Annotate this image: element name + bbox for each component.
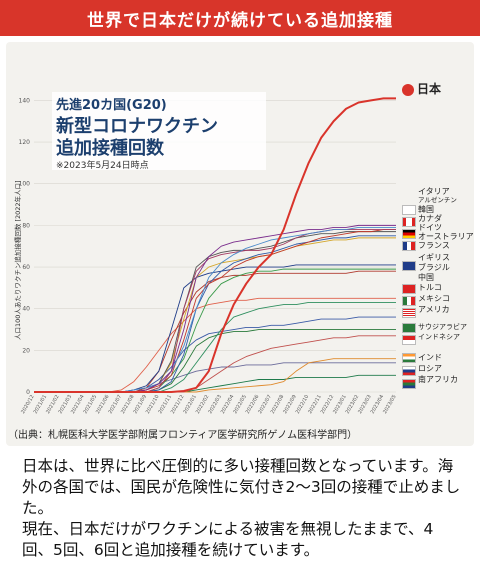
series-line-メキシコ (34, 301, 396, 393)
legend-item: サウジアラビア (418, 323, 467, 331)
legend-item: 南アフリカ (418, 375, 458, 384)
source-citation: （出典：札幌医科大学医学部附属フロンティア医学研究所ゲノム医科学部門） (8, 430, 358, 441)
series-line-ブラジル (34, 268, 396, 393)
legend-group3: トルコ メキシコ アメリカ (418, 282, 450, 315)
legend-item: ドイツ (418, 223, 442, 232)
india-flag-icon (402, 353, 416, 363)
legend-item: ブラジル (418, 263, 450, 272)
series-line-イギリス (34, 264, 396, 393)
y-tick-label: 100 (19, 181, 31, 188)
legend-group2: イギリス ブラジル 中国 (418, 253, 450, 283)
legend-item: イタリア (418, 187, 450, 196)
series-line-トルコ (34, 297, 396, 393)
series-line-サウジアラビア (34, 329, 396, 393)
y-axis-label: 人口100人あたりワクチン追加接種回数 [2022年人口] (14, 180, 22, 340)
body-paragraph-1: 日本は、世界に比べ圧倒的に多い接種回数となっています。海外の各国では、国民が危険… (22, 457, 461, 517)
series-line-フランス (34, 237, 396, 393)
russia-flag-icon (402, 366, 416, 376)
legend-item: 中国 (418, 273, 434, 282)
legend-item: イギリス (418, 253, 450, 262)
series-line-インドネシア (34, 335, 396, 393)
uk-flag-icon (402, 261, 416, 271)
chart-title-card (52, 92, 266, 170)
legend-group5: インド ロシア 南アフリカ (418, 352, 458, 385)
y-tick-label: 20 (22, 347, 30, 354)
legend-item: ロシア (418, 364, 442, 373)
france-flag-icon (402, 241, 416, 251)
y-tick-label: 40 (22, 306, 30, 313)
saudi-flag-icon (402, 323, 416, 333)
south-africa-flag-icon (402, 379, 416, 389)
korea-flag-icon (402, 205, 416, 215)
body-paragraph-2: 現在、日本だけがワクチンによる被害を無視したままで、4回、5回、6回と追加接種を… (22, 520, 434, 559)
legend-group1: イタリア アルゼンチン 韓国 カナダ ドイツ オーストラリア フランス (418, 187, 474, 250)
series-line-オーストラリア (34, 235, 396, 393)
flag-stack-1 (402, 205, 418, 251)
usa-flag-icon (402, 308, 416, 318)
turkey-flag-icon (402, 284, 416, 294)
series-line-中国 (34, 270, 396, 393)
legend-item: トルコ (418, 283, 442, 292)
legend-item: フランス (418, 241, 450, 250)
legend-item: メキシコ (418, 294, 450, 303)
legend-item: アルゼンチン (418, 196, 457, 204)
chart-subtitle-line2: 追加接種回数 (56, 138, 164, 159)
indonesia-flag-icon (402, 335, 416, 345)
legend-item: オーストラリア (418, 232, 474, 241)
chart-subtitle-line1: 新型コロナワクチン (56, 116, 218, 137)
series-line-アルゼンチン (34, 227, 396, 393)
canada-flag-icon (402, 217, 416, 227)
legend-item: インド (418, 353, 442, 362)
legend-item: カナダ (418, 214, 442, 223)
legend-item: インドネシア (418, 333, 460, 341)
legend-item: アメリカ (418, 305, 450, 314)
body-text: 日本は、世界に比べ圧倒的に多い接種回数となっています。海外の各国では、国民が危険… (22, 456, 462, 561)
banner-title: 世界で日本だけが続けている追加接種 (0, 0, 480, 36)
legend-group4: サウジアラビア インドネシア (418, 322, 467, 342)
flag-stack-5 (402, 353, 418, 389)
y-tick-label: 120 (19, 139, 31, 146)
y-tick-label: 60 (22, 264, 30, 271)
legend-item: 韓国 (418, 205, 434, 214)
y-tick-label: 0 (26, 389, 30, 396)
y-tick-label: 140 (19, 97, 31, 104)
legend-japan: 日本 (402, 80, 441, 97)
flag-stack-4 (402, 323, 418, 345)
japan-flag-icon (402, 83, 414, 96)
mexico-flag-icon (402, 296, 416, 306)
germany-flag-icon (402, 229, 416, 239)
flag-stack-3 (402, 284, 418, 318)
chart-title: 先進20カ国(G20) (56, 98, 167, 113)
y-tick-label: 80 (22, 222, 30, 229)
chart-note: ※2023年5月24日時点 (56, 161, 149, 171)
series-line-日本 (34, 97, 396, 393)
legend-label-japan: 日本 (417, 82, 442, 96)
